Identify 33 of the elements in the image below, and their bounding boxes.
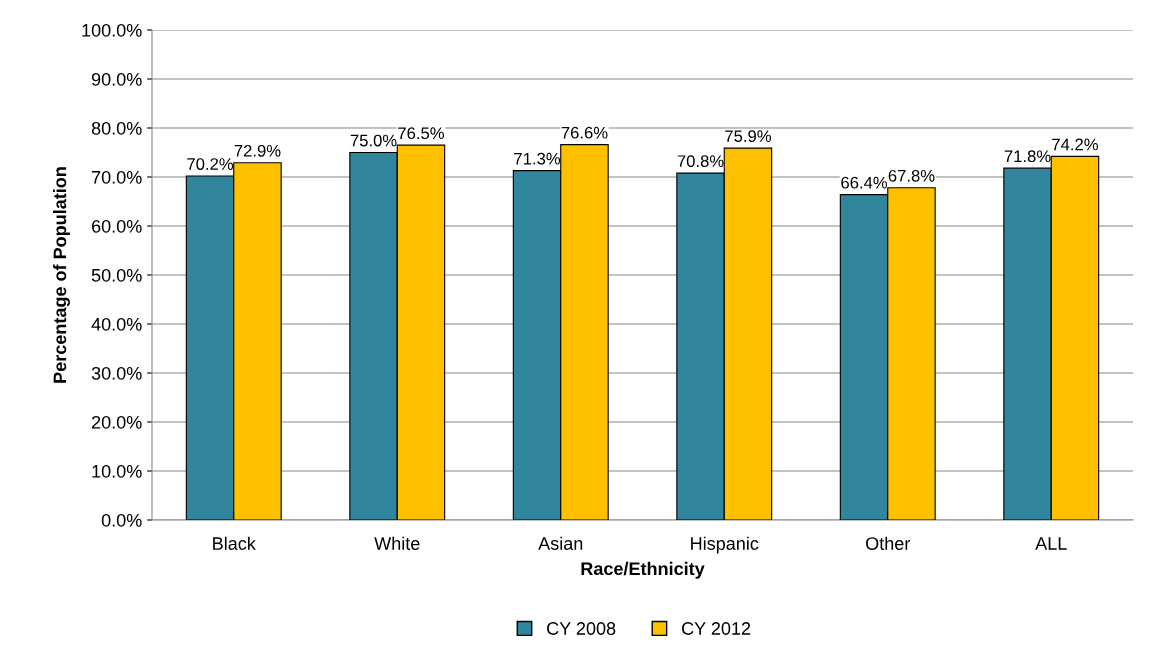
y-tick-label: 80.0% <box>91 121 142 135</box>
x-tick-label: ALL <box>1035 537 1067 550</box>
y-tick-label: 50.0% <box>91 268 142 282</box>
y-tick-label: 100.0% <box>82 23 142 37</box>
y-tick-label: 70.0% <box>92 170 142 184</box>
y-tick-label: 0.0% <box>101 513 142 527</box>
data-label: 66.4% <box>841 176 888 189</box>
y-tick-label: 60.0% <box>92 219 142 233</box>
data-label: 70.2% <box>187 158 234 170</box>
data-label: 70.8% <box>677 155 724 168</box>
x-tick-label: Hispanic <box>691 536 759 554</box>
x-tick-label: White <box>374 536 420 550</box>
data-label: 74.2% <box>1052 138 1098 151</box>
legend-label: CY 2012 <box>682 622 751 635</box>
y-axis-title: Percentage of Population <box>53 167 70 383</box>
data-label: 72.9% <box>234 144 281 157</box>
y-tick-label: 30.0% <box>91 366 142 380</box>
x-tick-label: Black <box>213 536 256 550</box>
y-tick-label: 40.0% <box>91 317 142 331</box>
x-tick-label: Other <box>866 536 911 550</box>
data-label: 75.0% <box>350 134 397 147</box>
data-label: 76.5% <box>398 127 444 140</box>
y-tick-label: 90.0% <box>91 72 142 86</box>
y-tick-label: 10.0% <box>92 464 142 478</box>
y-tick-label: 20.0% <box>91 415 142 429</box>
data-label: 71.3% <box>514 152 561 165</box>
legend-label: CY 2008 <box>547 622 616 635</box>
data-label: 76.6% <box>561 126 608 139</box>
data-label: 75.9% <box>725 130 771 143</box>
data-label: 71.8% <box>1004 150 1051 163</box>
data-label: 67.8% <box>888 169 935 182</box>
x-tick-label: Asian <box>538 536 583 550</box>
x-axis-title: Race/Ethnicity <box>581 561 705 579</box>
